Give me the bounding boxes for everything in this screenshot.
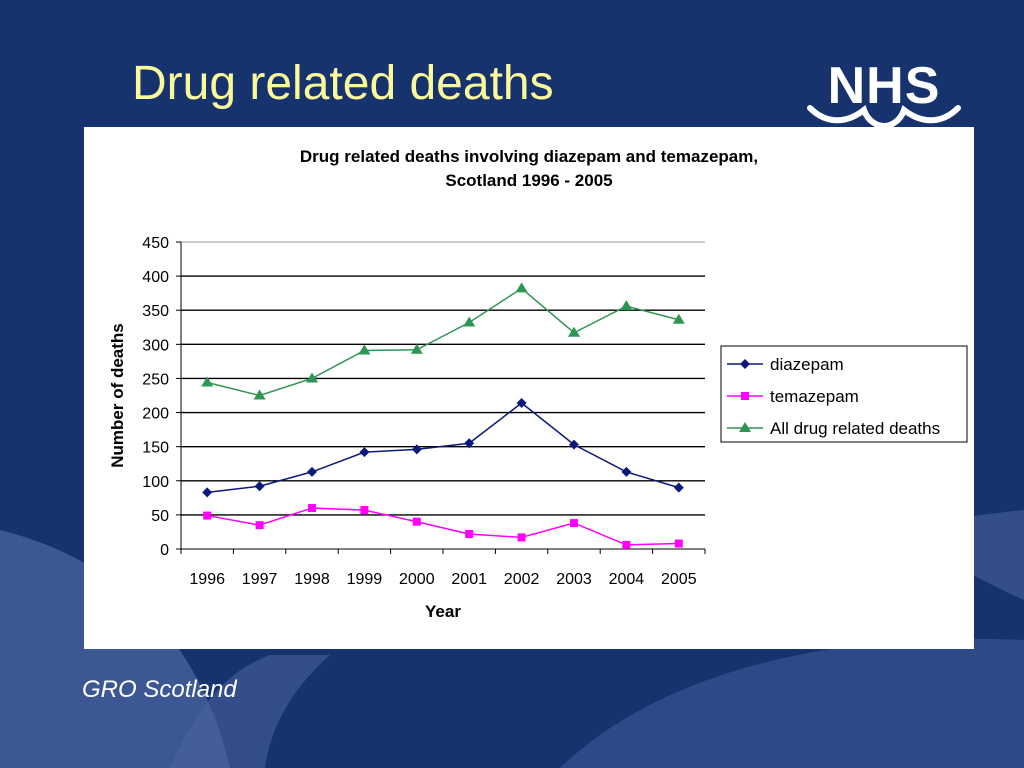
data-point-temazepam — [570, 519, 578, 528]
slide-title: Drug related deaths — [132, 57, 554, 110]
nhs-logo: NHS — [806, 58, 962, 130]
x-tick-label: 2003 — [556, 571, 592, 588]
data-point-all-drug-related-deaths — [410, 343, 423, 354]
y-tick-label: 150 — [142, 440, 169, 457]
x-tick-label: 2004 — [609, 571, 645, 588]
data-point-diazepam — [202, 487, 213, 498]
y-tick-label: 350 — [142, 303, 169, 320]
y-tick-label: 100 — [142, 474, 169, 491]
data-point-all-drug-related-deaths — [306, 372, 318, 383]
data-point-temazepam — [622, 540, 631, 549]
x-tick-label: 2005 — [661, 571, 697, 588]
line-chart: 0 50 100 150 200 250 300 350 400 450 1996 1997 1998 1… — [108, 235, 968, 621]
series-line-diazepam — [207, 402, 680, 494]
data-point-diazepam — [359, 447, 370, 458]
data-point-all-drug-related-deaths — [463, 316, 476, 327]
x-tick-label: 1997 — [242, 571, 278, 588]
y-axis-title: Number of deaths — [108, 323, 127, 468]
data-point-temazepam — [360, 506, 369, 515]
data-point-all-drug-related-deaths — [672, 313, 685, 324]
x-tick-label: 1998 — [294, 571, 330, 588]
data-point-temazepam — [674, 539, 683, 548]
data-point-all-drug-related-deaths — [515, 282, 528, 293]
x-tick-label: 2001 — [451, 571, 487, 588]
data-point-diazepam — [569, 439, 579, 450]
data-point-diazepam — [411, 444, 422, 455]
data-point-all-drug-related-deaths — [201, 376, 214, 387]
series-line-all-drug-related-deaths — [207, 287, 679, 397]
data-point-temazepam — [203, 511, 212, 520]
data-point-diazepam — [307, 466, 317, 477]
x-tick-label: 1996 — [189, 571, 225, 588]
legend-marker-all-drug-related-deaths — [739, 422, 751, 432]
data-point-all-drug-related-deaths — [568, 326, 580, 337]
x-tick-label: 1999 — [347, 571, 383, 588]
legend-label-all-drug-related-deaths: All drug related deaths — [770, 419, 940, 438]
chart-title: Drug related deaths involving diazepam a… — [184, 145, 874, 193]
y-tick-label: 300 — [142, 337, 169, 354]
x-axis-title: Year — [425, 602, 461, 621]
data-point-diazepam — [464, 438, 475, 449]
data-point-diazepam — [621, 466, 632, 477]
legend-marker-diazepam — [740, 359, 750, 369]
data-point-temazepam — [465, 529, 474, 538]
legend-marker-temazepam — [741, 392, 749, 400]
legend-box — [720, 345, 968, 443]
x-tick-label: 2000 — [399, 571, 435, 588]
data-point-all-drug-related-deaths — [253, 389, 266, 400]
y-tick-label: 200 — [142, 406, 169, 423]
chart-title-line-1: Drug related deaths involving diazepam a… — [299, 147, 759, 166]
y-tick-label: 250 — [142, 371, 169, 388]
y-tick-label: 0 — [160, 542, 169, 559]
wave-icon — [807, 105, 961, 130]
data-point-temazepam — [517, 533, 526, 542]
series-line-temazepam — [207, 507, 679, 546]
data-point-temazepam — [308, 504, 316, 513]
source-label: GRO Scotland — [82, 676, 237, 703]
data-point-temazepam — [412, 517, 421, 526]
y-tick-label: 50 — [151, 508, 169, 525]
nhs-logo-text: NHS — [827, 57, 941, 115]
legend-label-diazepam: diazepam — [770, 355, 844, 374]
data-point-diazepam — [254, 481, 265, 492]
chart-panel: Drug related deaths involving diazepam a… — [84, 127, 974, 649]
chart-title-line-2: Scotland 1996 - 2005 — [445, 171, 613, 190]
data-point-all-drug-related-deaths — [358, 344, 371, 355]
data-point-diazepam — [516, 398, 527, 409]
y-tick-label: 450 — [142, 235, 169, 252]
legend-label-temazepam: temazepam — [770, 387, 859, 406]
data-point-temazepam — [255, 521, 264, 530]
y-tick-label: 400 — [142, 269, 169, 286]
data-point-all-drug-related-deaths — [620, 300, 633, 311]
x-tick-label: 2002 — [504, 571, 540, 588]
data-point-diazepam — [673, 482, 684, 493]
